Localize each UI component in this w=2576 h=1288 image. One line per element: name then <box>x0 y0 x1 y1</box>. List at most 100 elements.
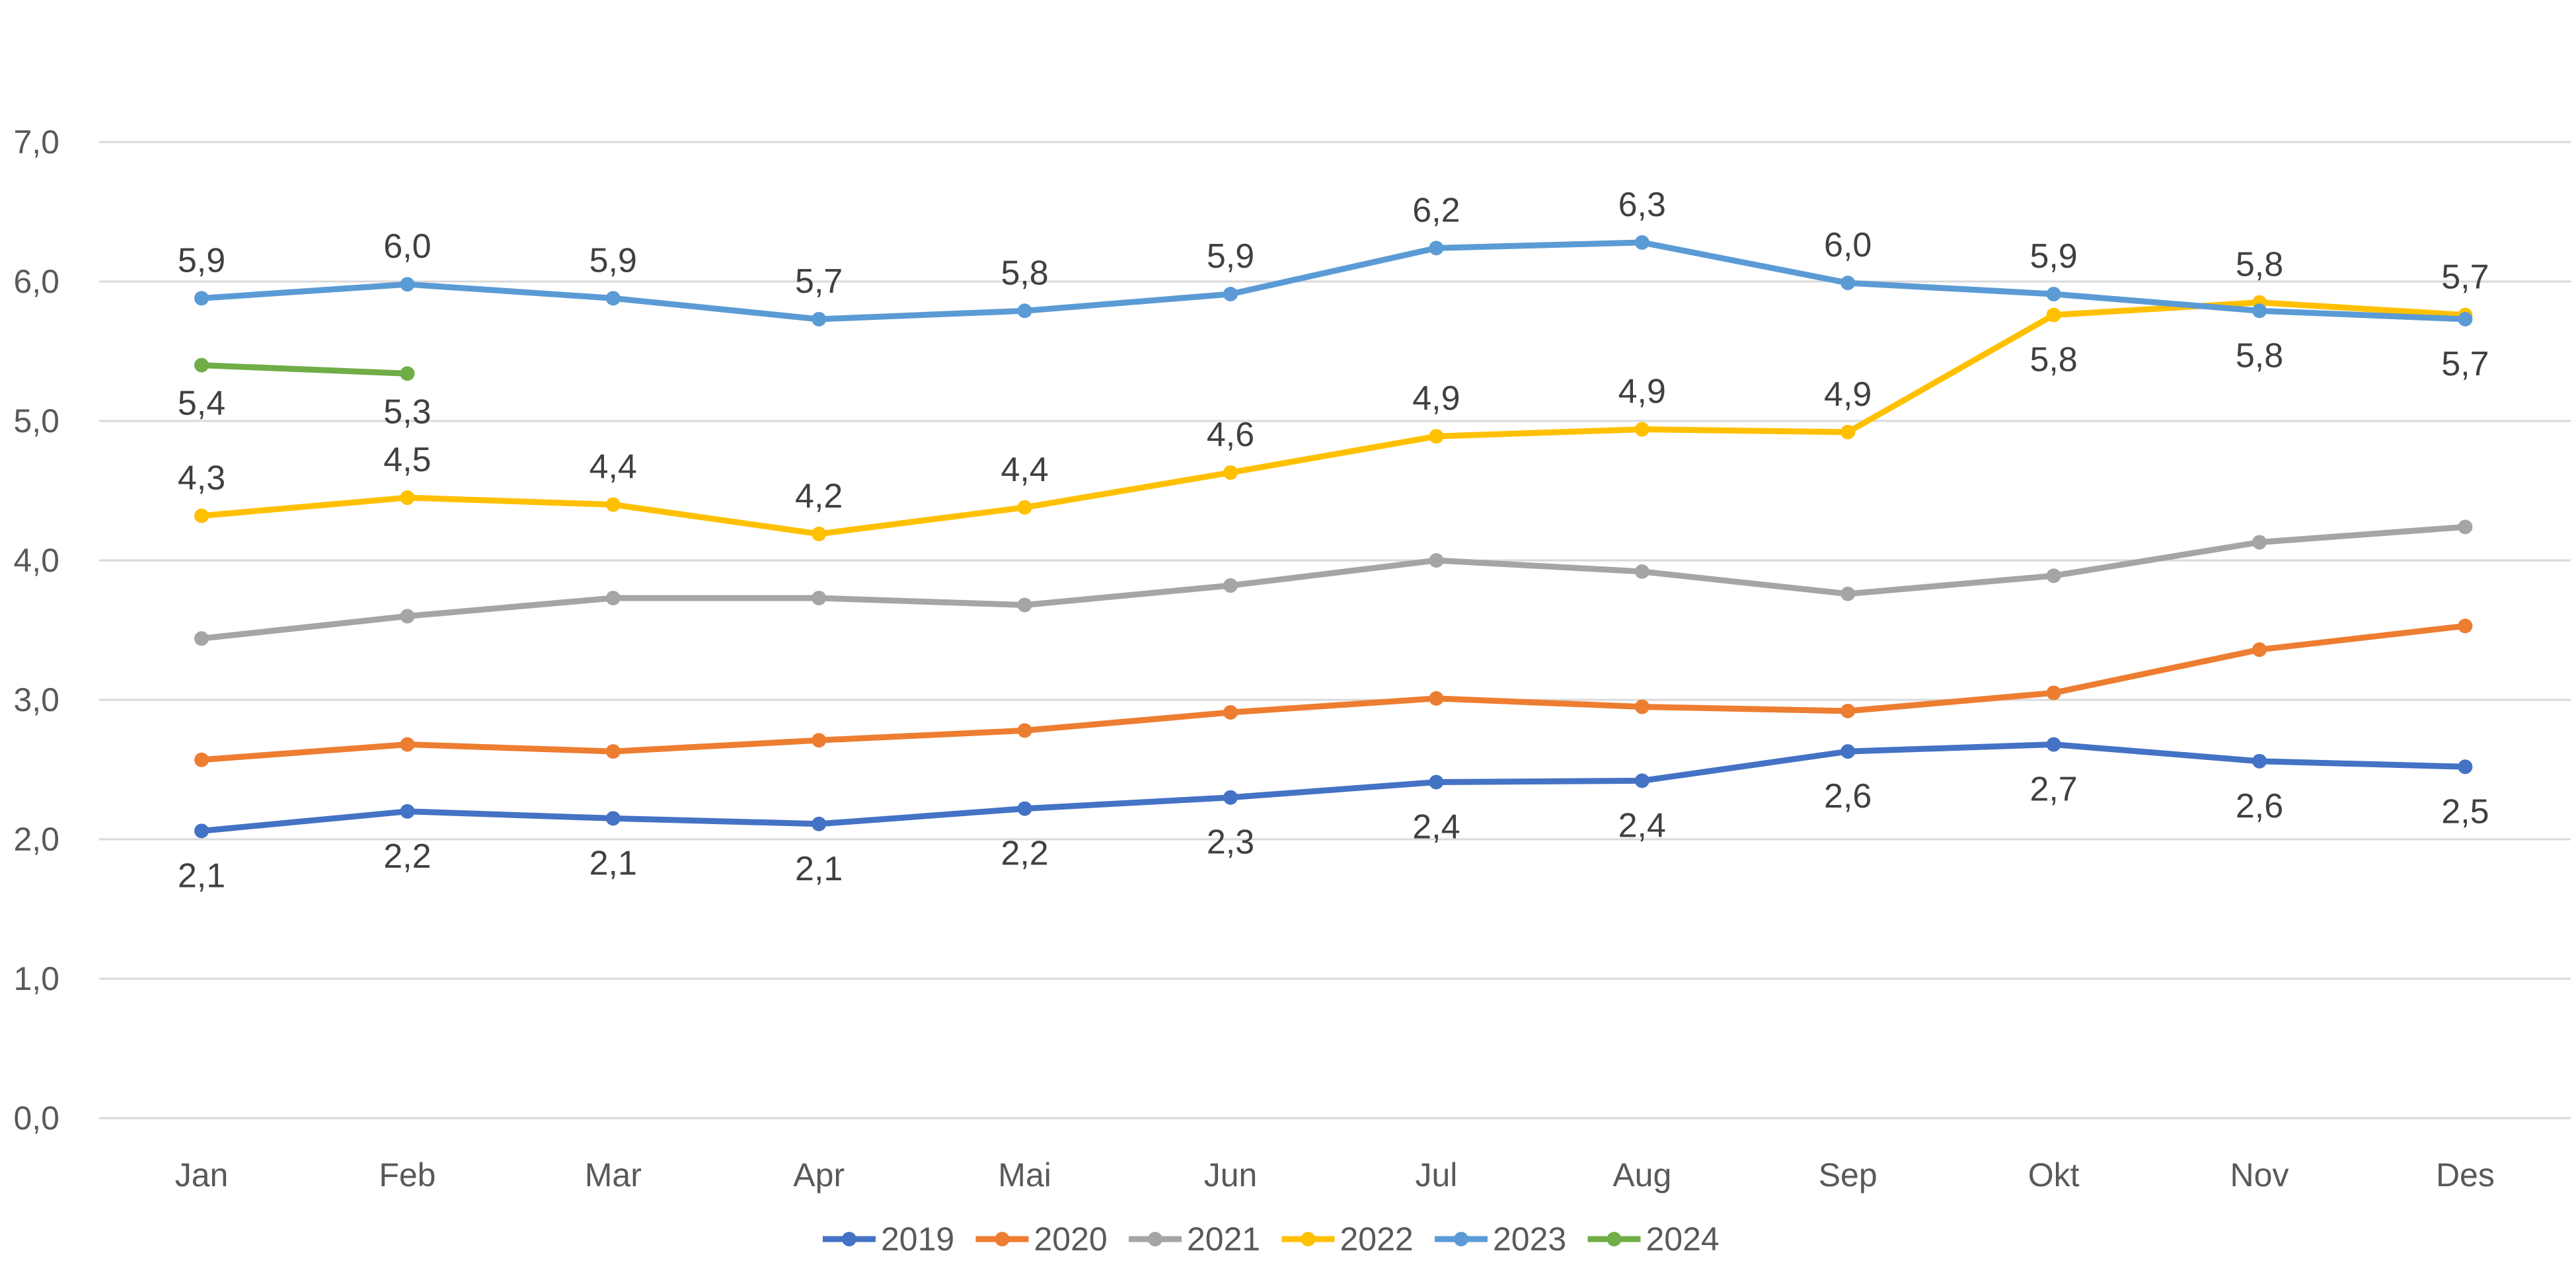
data-point-2019 <box>812 816 827 831</box>
data-point-2020 <box>2046 685 2061 701</box>
data-point-2019 <box>2046 737 2061 752</box>
series-line-2020 <box>198 623 2468 763</box>
data-point-2023 <box>194 291 209 306</box>
data-label-2022: 4,3 <box>178 459 225 497</box>
data-point-2019 <box>2458 759 2473 775</box>
data-point-2023 <box>1429 241 1444 256</box>
data-point-2021 <box>1634 564 1649 579</box>
data-point-2022 <box>1840 424 1856 439</box>
data-label-2023: 6,3 <box>1618 186 1666 224</box>
data-label-2022: 4,6 <box>1207 416 1254 454</box>
legend-marker-2024 <box>1607 1232 1622 1246</box>
series-line-2023 <box>198 239 2468 322</box>
data-label-2019: 2,1 <box>795 850 843 888</box>
data-label-2022: 4,5 <box>383 441 431 479</box>
data-label-2023: 5,7 <box>795 262 843 301</box>
data-label-2023: 6,0 <box>1824 226 1872 264</box>
data-label-2022: 4,2 <box>795 477 843 515</box>
data-point-2022 <box>1634 422 1649 437</box>
x-tick-label: Feb <box>379 1156 436 1193</box>
x-tick-label: Okt <box>2028 1156 2080 1193</box>
data-point-2020 <box>605 744 621 759</box>
data-point-2021 <box>812 590 827 605</box>
data-point-2023 <box>1840 276 1856 291</box>
y-tick-label: 0,0 <box>13 1100 59 1137</box>
data-label-2019: 2,6 <box>1824 777 1872 815</box>
data-label-2019: 2,7 <box>2029 771 2077 809</box>
legend-label-2023: 2023 <box>1493 1221 1566 1258</box>
legend-label-2024: 2024 <box>1646 1221 1720 1258</box>
x-tick-label: Des <box>2436 1156 2495 1193</box>
data-label-2023: 5,9 <box>1207 237 1254 276</box>
legend-label-2022: 2022 <box>1340 1221 1414 1258</box>
data-label-2019: 2,6 <box>2236 787 2283 825</box>
data-point-2024 <box>194 358 209 373</box>
series-line-2019 <box>198 741 2468 834</box>
data-label-2024: 5,3 <box>383 393 431 431</box>
x-tick-label: Mar <box>585 1156 642 1193</box>
data-label-2022: 4,9 <box>1618 373 1666 411</box>
data-point-2020 <box>1634 699 1649 714</box>
data-point-2023 <box>2458 311 2473 326</box>
data-point-2023 <box>2252 303 2267 319</box>
data-point-2023 <box>400 277 415 292</box>
data-label-2019: 2,5 <box>2441 792 2489 831</box>
data-point-2021 <box>2458 519 2473 535</box>
data-point-2021 <box>194 631 209 646</box>
data-label-2023: 5,9 <box>178 241 225 280</box>
data-label-2023: 5,7 <box>2441 345 2489 383</box>
data-label-2019: 2,3 <box>1207 823 1254 862</box>
data-point-2020 <box>812 733 827 748</box>
data-point-2023 <box>1223 286 1238 301</box>
y-tick-label: 6,0 <box>13 263 59 300</box>
data-point-2021 <box>400 609 415 624</box>
data-label-2022: 5,8 <box>2236 246 2283 284</box>
data-point-2021 <box>1017 597 1032 613</box>
data-point-2020 <box>194 752 209 767</box>
data-point-2022 <box>2046 307 2061 322</box>
data-point-2022 <box>605 497 621 512</box>
y-tick-label: 3,0 <box>13 681 59 718</box>
data-point-2020 <box>2252 642 2267 658</box>
data-point-2022 <box>1429 429 1444 444</box>
data-point-2024 <box>400 366 415 381</box>
x-tick-label: Aug <box>1612 1156 1671 1193</box>
data-label-2022: 5,7 <box>2441 258 2489 297</box>
data-point-2022 <box>194 508 209 523</box>
y-tick-label: 4,0 <box>13 542 59 579</box>
data-point-2019 <box>1634 773 1649 788</box>
data-label-2022: 4,4 <box>589 448 637 486</box>
data-point-2021 <box>605 590 621 605</box>
data-point-2020 <box>1840 703 1856 718</box>
series-line-2021 <box>198 523 2468 642</box>
legend-label-2021: 2021 <box>1187 1221 1260 1258</box>
data-point-2019 <box>1840 744 1856 759</box>
data-point-2022 <box>400 490 415 506</box>
data-label-2022: 5,8 <box>2029 341 2077 379</box>
data-point-2021 <box>1429 553 1444 568</box>
x-tick-label: Jun <box>1204 1156 1258 1193</box>
x-tick-label: Jul <box>1415 1156 1457 1193</box>
data-point-2020 <box>2458 619 2473 634</box>
y-tick-label: 7,0 <box>13 124 59 161</box>
y-tick-label: 2,0 <box>13 821 59 858</box>
legend-marker-2023 <box>1454 1232 1468 1246</box>
data-label-2023: 6,0 <box>383 227 431 266</box>
data-point-2022 <box>1223 465 1238 480</box>
x-tick-label: Sep <box>1819 1156 1877 1193</box>
data-label-2023: 5,8 <box>1001 254 1048 292</box>
data-point-2023 <box>605 291 621 306</box>
data-point-2023 <box>1017 303 1032 319</box>
data-label-2023: 5,9 <box>2029 237 2077 276</box>
data-point-2023 <box>1634 235 1649 250</box>
legend-marker-2020 <box>995 1232 1010 1246</box>
legend-marker-2021 <box>1148 1232 1162 1246</box>
legend-label-2020: 2020 <box>1034 1221 1108 1258</box>
data-label-2019: 2,1 <box>589 844 637 882</box>
x-tick-label: Mai <box>998 1156 1051 1193</box>
data-label-2023: 5,9 <box>589 241 637 280</box>
series-line-2024 <box>198 362 410 377</box>
legend-marker-2022 <box>1301 1232 1316 1246</box>
series-line-2022 <box>198 299 2468 537</box>
